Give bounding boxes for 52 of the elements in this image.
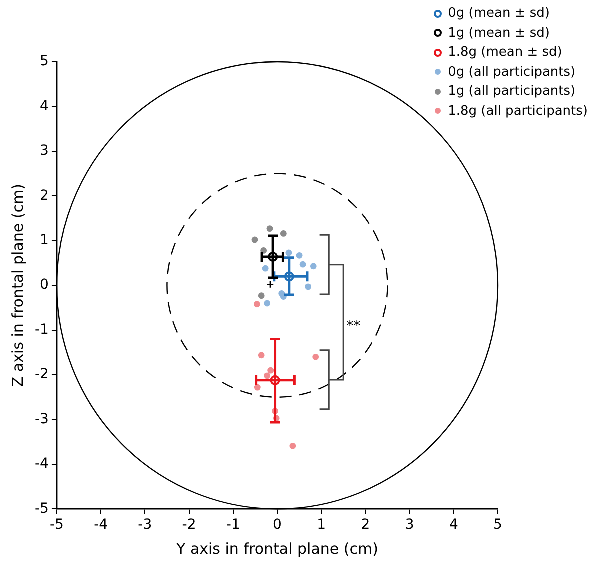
y-tick-label: 4 (40, 98, 50, 114)
point (254, 301, 260, 308)
y-tick-label: 0 (40, 277, 49, 294)
y-tick-label: 3 (40, 143, 49, 160)
legend-label: 0g (all participants) (448, 64, 576, 82)
x-tick-label: 2 (361, 517, 370, 534)
y-axis-title: Z axis in frontal plane (cm) (8, 184, 27, 388)
point (258, 292, 265, 300)
x-tick-label: 1 (317, 517, 326, 534)
point (252, 236, 258, 244)
point (290, 442, 296, 450)
point (268, 367, 274, 374)
y-tick-label: 1 (40, 232, 49, 249)
legend-label: 1.8g (mean ± sd) (448, 44, 562, 62)
x-tick-label: 0 (273, 517, 282, 534)
point (268, 252, 278, 262)
point (312, 354, 320, 360)
point (296, 252, 303, 259)
annotation: ** (346, 318, 361, 334)
point (284, 272, 294, 282)
y-tick-label: -3 (34, 411, 49, 428)
point (264, 372, 271, 380)
point (286, 250, 292, 256)
y-tick-label: 2 (40, 188, 49, 204)
point (266, 226, 274, 232)
x-axis-title: Y axis in frontal plane (cm) (176, 540, 378, 558)
point (264, 300, 271, 307)
x-tick-label: -1 (226, 517, 240, 534)
point (310, 263, 317, 270)
y-tick-label: -2 (34, 366, 49, 383)
y-tick-label: -5 (34, 500, 49, 517)
point (270, 375, 280, 386)
point (254, 384, 261, 391)
x-tick-label: 5 (494, 517, 502, 534)
point (266, 280, 274, 289)
legend-label: 1.8g (all participants) (448, 102, 588, 120)
legend-label: 1g (all participants) (448, 83, 576, 101)
y-tick-label: -1 (34, 322, 49, 338)
x-tick-label: 3 (405, 517, 414, 534)
point (262, 265, 269, 272)
legend-label: 0g (mean ± sd) (448, 5, 550, 23)
legend-label: 1g (mean ± sd) (448, 24, 550, 42)
point (258, 352, 265, 359)
y-tick-label: 5 (40, 54, 49, 70)
x-tick-label: -2 (182, 517, 196, 534)
x-tick-label: 4 (449, 517, 458, 534)
x-tick-label: -3 (138, 517, 152, 534)
point (305, 284, 312, 290)
point (280, 230, 287, 237)
point (300, 261, 306, 268)
x-tick-label: -4 (94, 517, 108, 534)
y-tick-label: -4 (34, 456, 50, 472)
